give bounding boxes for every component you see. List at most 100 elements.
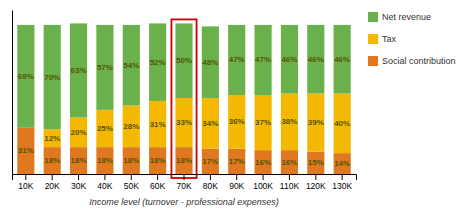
data-label: 47% bbox=[229, 55, 245, 64]
x-tick-mark bbox=[210, 174, 211, 180]
x-axis: 10K20K30K40K50K60K70K80K90K100K110K120K1… bbox=[13, 174, 357, 191]
x-tick-label: 30K bbox=[71, 181, 86, 191]
x-tick: 120K bbox=[306, 174, 326, 191]
x-tick: 80K bbox=[203, 174, 218, 191]
data-label: 69% bbox=[18, 72, 34, 81]
x-tick-label: 10K bbox=[18, 181, 33, 191]
data-label: 46% bbox=[308, 55, 324, 64]
bar-segment bbox=[149, 101, 166, 147]
bar-segment bbox=[334, 25, 351, 94]
bar-segment bbox=[255, 150, 272, 174]
bar-segment bbox=[281, 25, 298, 94]
data-label: 37% bbox=[255, 118, 271, 127]
x-tick: 20K bbox=[45, 174, 60, 191]
legend-label: Net revenue bbox=[382, 12, 431, 22]
bar-segment bbox=[149, 23, 166, 101]
data-label: 46% bbox=[281, 55, 297, 64]
x-tick-mark bbox=[342, 174, 343, 180]
x-tick: 100K bbox=[253, 174, 273, 191]
bar-segment bbox=[123, 25, 140, 106]
data-label: 18% bbox=[150, 156, 166, 165]
legend-item: Tax bbox=[368, 34, 397, 44]
data-label: 16% bbox=[255, 158, 271, 167]
x-tick-mark bbox=[25, 174, 26, 180]
x-tick-label: 20K bbox=[45, 181, 60, 191]
data-label: 15% bbox=[308, 158, 324, 167]
bar-segment bbox=[175, 23, 192, 98]
data-label: 34% bbox=[202, 119, 218, 128]
bar-segment bbox=[96, 147, 113, 174]
data-label: 36% bbox=[229, 117, 245, 126]
bar-segment bbox=[334, 93, 351, 153]
x-axis-title: Income level (turnover - professional ex… bbox=[89, 197, 279, 207]
bar-segment bbox=[228, 25, 245, 95]
data-label: 18% bbox=[71, 156, 87, 165]
bar-segment bbox=[17, 25, 34, 128]
data-label: 17% bbox=[229, 157, 245, 166]
bar-segment bbox=[307, 25, 324, 94]
data-label: 38% bbox=[281, 117, 297, 126]
bar-segment bbox=[175, 147, 192, 174]
bar-segment bbox=[123, 105, 140, 147]
bar-segment bbox=[123, 147, 140, 174]
legend-item: Social contribution bbox=[368, 56, 456, 66]
bar-segment bbox=[149, 147, 166, 174]
x-tick: 10K bbox=[18, 174, 33, 191]
data-label: 48% bbox=[202, 58, 218, 67]
legend-item: Net revenue bbox=[368, 12, 431, 22]
bar-segment bbox=[96, 110, 113, 147]
x-tick-mark bbox=[52, 174, 53, 180]
bar-segment bbox=[70, 147, 87, 174]
series-bars bbox=[17, 23, 350, 129]
x-tick: 40K bbox=[97, 174, 112, 191]
x-tick-mark bbox=[315, 174, 316, 180]
x-tick-label: 40K bbox=[97, 181, 112, 191]
bar-segment bbox=[202, 98, 219, 149]
plot: 31%18%18%18%18%18%18%17%17%16%16%15%14%1… bbox=[13, 11, 357, 192]
data-label: 18% bbox=[97, 156, 113, 165]
x-tick-label: 80K bbox=[203, 181, 218, 191]
data-label: 25% bbox=[97, 124, 113, 133]
bar-segment bbox=[202, 149, 219, 174]
x-tick-mark bbox=[78, 174, 79, 180]
bar-segment bbox=[334, 153, 351, 174]
data-label: 28% bbox=[123, 122, 139, 131]
bars bbox=[17, 23, 350, 174]
data-label: 47% bbox=[255, 55, 271, 64]
bar-segment bbox=[44, 147, 61, 174]
data-label: 46% bbox=[334, 55, 350, 64]
x-tick-mark bbox=[289, 174, 290, 180]
x-tick-label: 90K bbox=[229, 181, 244, 191]
data-label: 14% bbox=[334, 159, 350, 168]
x-tick-label: 50K bbox=[124, 181, 139, 191]
bar-segment bbox=[281, 93, 298, 150]
x-tick: 70K bbox=[176, 174, 191, 191]
bar-segment bbox=[70, 23, 87, 117]
bar-segment bbox=[281, 150, 298, 174]
legend-swatch bbox=[368, 34, 378, 44]
data-label: 70% bbox=[44, 73, 60, 82]
legend-swatch bbox=[368, 56, 378, 66]
bar-segment bbox=[228, 95, 245, 149]
x-tick: 30K bbox=[71, 174, 86, 191]
data-label: 20% bbox=[71, 128, 87, 137]
bar-segment bbox=[44, 129, 61, 147]
bar-segment bbox=[255, 25, 272, 95]
bar-segment bbox=[228, 149, 245, 174]
x-tick: 50K bbox=[124, 174, 139, 191]
data-label: 31% bbox=[18, 146, 34, 155]
data-label: 12% bbox=[44, 134, 60, 143]
data-labels: 31%18%18%18%18%18%18%17%17%16%16%15%14%1… bbox=[18, 55, 350, 168]
x-tick-label: 100K bbox=[253, 181, 273, 191]
x-tick-mark bbox=[184, 174, 185, 180]
x-axis-line bbox=[13, 175, 357, 181]
bar-segment bbox=[255, 95, 272, 150]
x-tick-mark bbox=[131, 174, 132, 180]
data-label: 50% bbox=[176, 56, 192, 65]
data-label: 31% bbox=[150, 120, 166, 129]
bar-segment bbox=[307, 152, 324, 174]
bar-segment bbox=[202, 26, 219, 98]
x-tick-label: 120K bbox=[306, 181, 326, 191]
y-axis bbox=[12, 11, 13, 175]
bar-segment bbox=[96, 25, 113, 110]
